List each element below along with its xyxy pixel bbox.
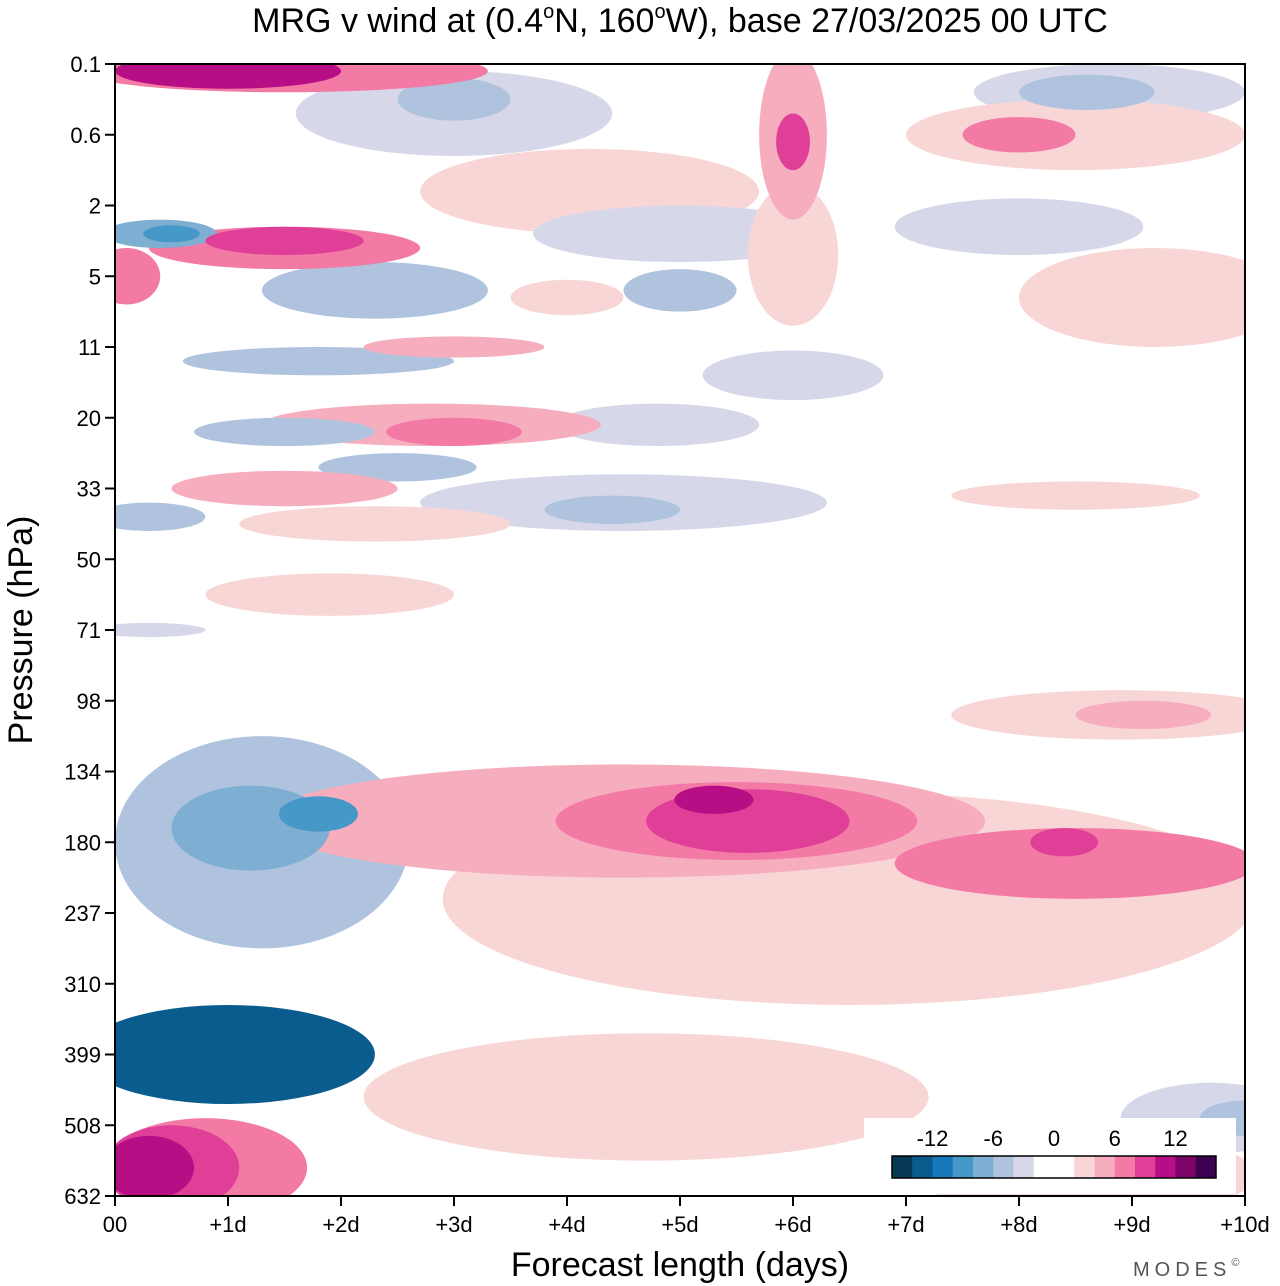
contour-region-pos-1 (363, 1033, 929, 1161)
contour-region-neg-2 (182, 347, 454, 376)
x-axis: 00 +1d +2d +3d +4d +5d +6d +7d +8d +9d +10d (103, 1196, 1270, 1237)
contour-region-neg-2 (261, 262, 488, 319)
contour-region-neg-2 (194, 417, 375, 447)
contour-region-pos-4 (776, 113, 810, 171)
colorbar-frame (891, 1155, 1217, 1179)
x-tick-label: +7d (887, 1212, 924, 1237)
colorbar-swatch (1074, 1156, 1095, 1178)
contour-region-neg-1 (702, 350, 884, 401)
contour-region-neg-2 (397, 78, 511, 121)
colorbar-label: 0 (1048, 1126, 1060, 1151)
contour-region-pos-5 (115, 64, 341, 89)
contour-region-pos-1 (510, 279, 624, 316)
contour-region-neg-2 (623, 269, 737, 312)
y-tick-label: 508 (64, 1113, 101, 1138)
y-tick-label: 310 (64, 972, 101, 997)
y-tick-label: 20 (77, 406, 101, 431)
colorbar-label: -12 (917, 1126, 949, 1151)
y-tick-label: 180 (64, 830, 101, 855)
y-tick-label: 2 (89, 194, 101, 219)
x-tick-label: +1d (209, 1212, 246, 1237)
colorbar: -12 -6 0 6 12 (864, 1118, 1236, 1194)
brand-logo: MODES© (1133, 1257, 1244, 1281)
x-tick-label: +9d (1113, 1212, 1150, 1237)
contour-region-pos-2 (171, 470, 398, 507)
contour-region-pos-2 (1075, 700, 1212, 730)
contour-region-neg-2 (318, 453, 477, 482)
colorbar-swatch (1094, 1156, 1116, 1178)
colorbar-swatch (993, 1156, 1014, 1178)
y-tick-label: 11 (78, 335, 101, 360)
y-tick-label: 0.6 (70, 123, 101, 148)
x-axis-label: Forecast length (days) (511, 1246, 849, 1284)
contour-region-pos-1 (747, 184, 839, 326)
contour-region-pos-1 (1019, 247, 1245, 347)
contour-region-neg-2 (115, 502, 206, 531)
colorbar-label: 12 (1163, 1126, 1187, 1151)
contour-region-neg-2 (544, 495, 680, 524)
x-tick-label: +2d (322, 1212, 359, 1237)
colorbar-swatch (1195, 1156, 1217, 1178)
contour-region-pos-4 (1030, 828, 1099, 857)
contour-region-pos-3 (115, 247, 161, 305)
y-tick-label: 5 (89, 264, 101, 289)
contour-region-neg-4 (143, 225, 200, 243)
contour-region-neg-6 (115, 1004, 375, 1105)
contour-region-neg-1 (555, 403, 760, 447)
x-tick-label: +5d (661, 1212, 698, 1237)
chart-title: MRG v wind at (0.4oN, 160oW), base 27/03… (252, 1, 1108, 40)
contour-region-pos-3 (894, 828, 1245, 899)
colorbar-swatch (1114, 1156, 1136, 1178)
contour-region-neg-1 (115, 622, 206, 638)
contour-region-pos-1 (951, 481, 1200, 510)
colorbar-swatch (912, 1156, 933, 1178)
contour-region-neg-4 (278, 796, 358, 832)
colorbar-swatch (1033, 1156, 1055, 1178)
y-tick-label: 98 (77, 689, 101, 714)
y-tick-label: 33 (77, 477, 101, 502)
contour-region-neg-2 (1019, 74, 1155, 110)
colorbar-label: 6 (1109, 1126, 1121, 1151)
x-tick-label: 00 (103, 1212, 127, 1237)
y-tick-label: 399 (64, 1043, 101, 1068)
contour-region-pos-1 (239, 506, 511, 542)
x-tick-label: +8d (1000, 1212, 1037, 1237)
colorbar-swatch (1013, 1156, 1035, 1178)
y-axis: 0.1 0.6 2 5 11 20 33 50 71 98 134 180 237 310 399 508 63… (64, 52, 115, 1209)
contour-region-pos-3 (386, 417, 522, 447)
y-tick-label: 134 (64, 760, 101, 785)
contour-region-pos-4 (205, 226, 364, 256)
colorbar-swatch (932, 1156, 954, 1178)
x-tick-label: +4d (548, 1212, 585, 1237)
colorbar-swatch (1155, 1156, 1176, 1178)
x-tick-label: +6d (774, 1212, 811, 1237)
contour-region-pos-2 (363, 336, 545, 358)
contour-region-pos-5 (115, 1135, 195, 1196)
colorbar-swatch (973, 1156, 994, 1178)
contour-region-pos-1 (205, 573, 454, 616)
y-tick-label: 71 (77, 618, 101, 643)
colorbar-swatch (1175, 1156, 1197, 1178)
contour-region-pos-3 (962, 117, 1076, 153)
y-tick-label: 50 (77, 547, 101, 572)
colorbar-swatch (952, 1156, 974, 1178)
y-tick-label: 0.1 (70, 52, 101, 77)
y-tick-label: 237 (64, 901, 101, 926)
contour-region-pos-5 (674, 785, 754, 814)
y-axis-label: Pressure (hPa) (2, 516, 40, 745)
contour-region-neg-1 (894, 198, 1144, 256)
colorbar-swatch (892, 1156, 913, 1178)
colorbar-label: -6 (983, 1126, 1003, 1151)
colorbar-swatch (1054, 1156, 1075, 1178)
x-tick-label: +10d (1220, 1212, 1270, 1237)
colorbar-swatch (1135, 1156, 1156, 1178)
y-tick-label: 632 (64, 1184, 101, 1209)
x-tick-label: +3d (435, 1212, 472, 1237)
